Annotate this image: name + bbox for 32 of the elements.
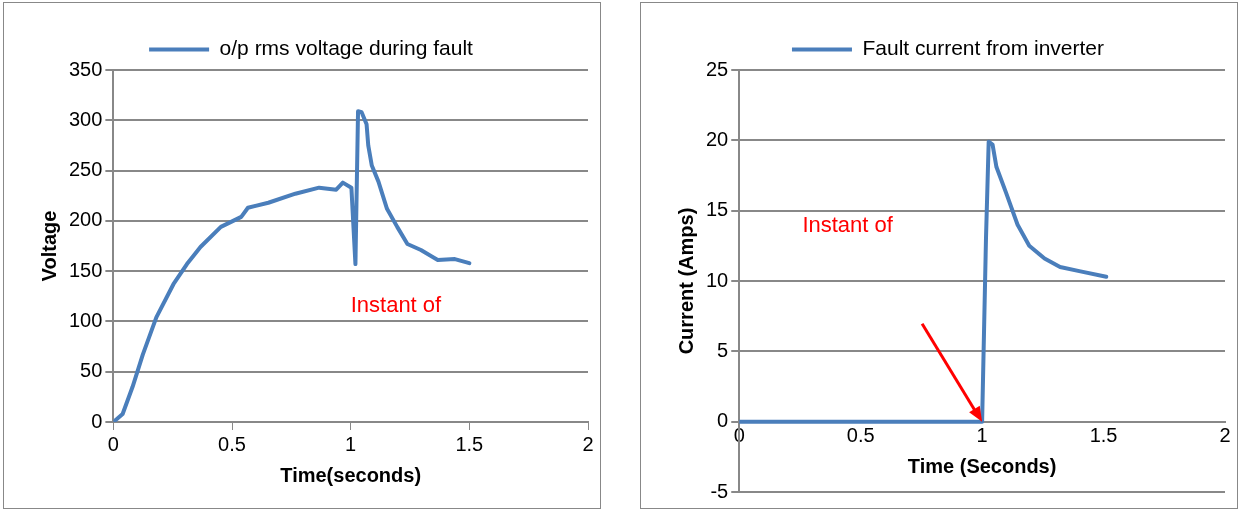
y-axis-title: Voltage <box>37 210 60 282</box>
y-tick-label: 5 <box>717 338 729 361</box>
x-tick-label: 2 <box>1219 424 1231 447</box>
y-axis-title: Current (Amps) <box>674 207 697 355</box>
x-axis-title: Time (Seconds) <box>907 455 1057 478</box>
x-axis-title: Time(seconds) <box>280 463 422 486</box>
annotation: Instant of <box>350 291 443 317</box>
y-tick-label: 100 <box>68 308 103 331</box>
y-tick-label: 10 <box>706 268 729 291</box>
y-tick-label: 50 <box>80 359 103 382</box>
x-tick-label: 1 <box>976 424 988 447</box>
x-tick-label: 0 <box>107 432 119 455</box>
legend-label: o/p rms voltage during fault <box>219 36 474 60</box>
x-tick-label: 1 <box>345 432 357 455</box>
x-tick-label: 0.5 <box>218 432 246 455</box>
annotation: Instant of <box>802 212 894 238</box>
y-tick-label: -5 <box>710 479 729 502</box>
y-tick-label: 0 <box>91 409 103 432</box>
y-tick-label: 150 <box>68 258 103 281</box>
x-tick-label: 0.5 <box>846 424 875 447</box>
x-tick-label: 1.5 <box>1089 424 1118 447</box>
x-tick-label: 2 <box>582 432 594 455</box>
legend-label: Fault current from inverter <box>862 36 1105 60</box>
y-tick-label: 350 <box>68 57 103 80</box>
y-tick-label: 25 <box>706 57 729 80</box>
y-tick-label: 15 <box>706 198 729 221</box>
y-tick-label: 250 <box>68 158 103 181</box>
y-tick-label: 0 <box>717 409 729 432</box>
x-tick-label: 1.5 <box>455 432 484 455</box>
y-tick-label: 20 <box>706 127 729 150</box>
y-tick-label: 200 <box>68 208 103 231</box>
y-tick-label: 300 <box>68 107 103 130</box>
